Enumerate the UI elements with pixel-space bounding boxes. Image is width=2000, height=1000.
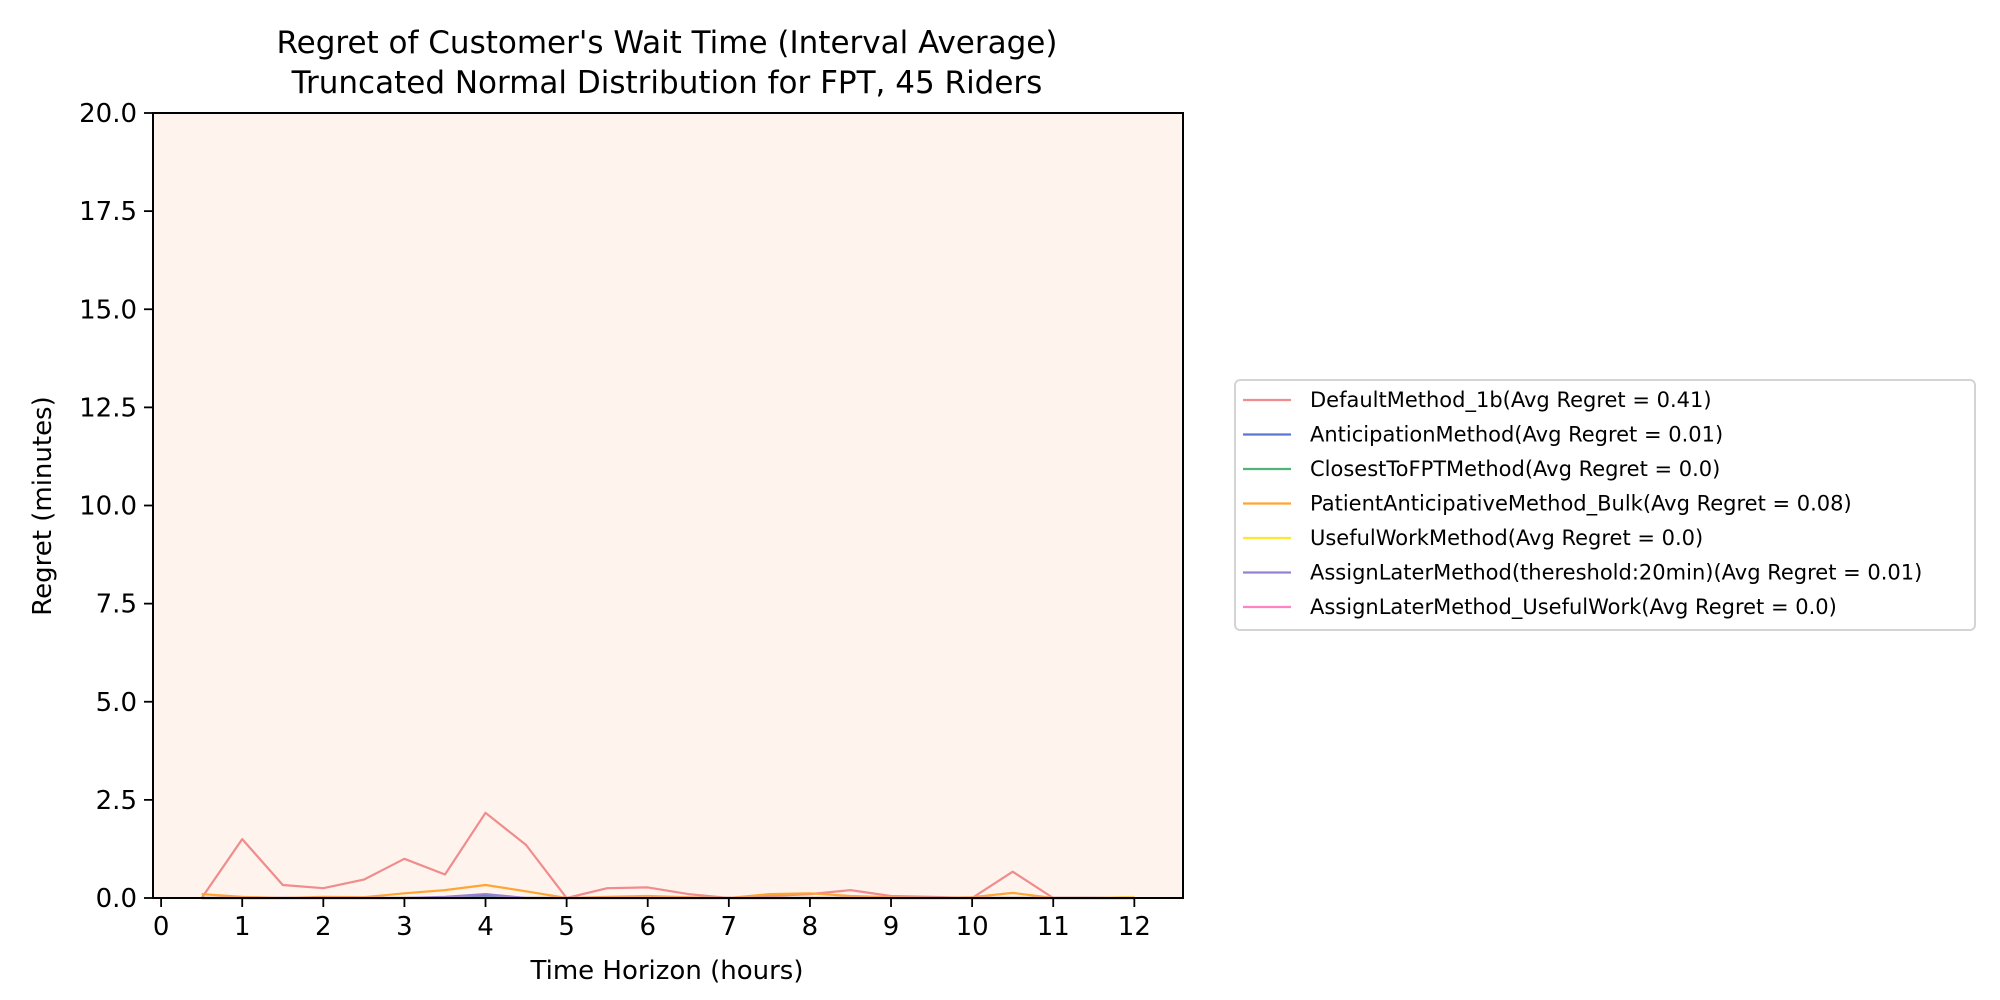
x-tick-label: 0: [153, 912, 170, 942]
y-tick-label: 2.5: [96, 786, 137, 816]
x-tick-label: 5: [558, 912, 575, 942]
legend-frame: [1234, 379, 1976, 631]
y-tick-label: 12.5: [79, 393, 137, 423]
y-tick-label: 5.0: [96, 688, 137, 718]
legend-label-3: PatientAnticipativeMethod_Bulk(Avg Regre…: [1310, 492, 1852, 517]
x-axis-label: Time Horizon (hours): [530, 956, 804, 986]
plot-area: [153, 113, 1183, 898]
x-tick-label: 9: [883, 912, 900, 942]
y-tick-label: 15.0: [79, 295, 137, 325]
x-axis-ticks: 0 1 2 3 4 5 6 7 8 9 10 11 12: [153, 898, 1151, 942]
y-axis-label: Regret (minutes): [28, 396, 58, 616]
x-tick-label: 11: [1037, 912, 1070, 942]
legend-label-5: AssignLaterMethod(thereshold:20min)(Avg …: [1310, 561, 1922, 585]
y-tick-label: 10.0: [79, 492, 137, 522]
y-tick-label: 20.0: [79, 99, 137, 129]
legend-label-1: AnticipationMethod(Avg Regret = 0.01): [1310, 423, 1723, 447]
y-tick-label: 7.5: [96, 590, 137, 620]
y-tick-label: 0.0: [96, 884, 137, 914]
legend-label-4: UsefulWorkMethod(Avg Regret = 0.0): [1310, 526, 1703, 550]
legend-label-6: AssignLaterMethod_UsefulWork(Avg Regret …: [1310, 595, 1837, 620]
legend: DefaultMethod_1b(Avg Regret = 0.41) Antic…: [1234, 379, 1976, 631]
series-line-0: [200, 811, 1135, 900]
chart-title: Regret of Customer's Wait Time (Interval…: [277, 25, 1058, 61]
y-tick-label: 17.5: [79, 197, 137, 227]
x-tick-label: 12: [1118, 912, 1151, 942]
x-tick-label: 1: [234, 912, 251, 942]
legend-label-0: DefaultMethod_1b(Avg Regret = 0.41): [1310, 388, 1712, 413]
x-tick-label: 7: [721, 912, 738, 942]
y-axis-ticks: 0.0 2.5 5.0 7.5 10.0 12.5 15.0 17.5 20.0: [79, 99, 153, 914]
x-tick-label: 3: [396, 912, 413, 942]
x-tick-label: 6: [639, 912, 656, 942]
x-tick-label: 2: [315, 912, 332, 942]
x-tick-label: 4: [477, 912, 494, 942]
x-tick-label: 10: [956, 912, 989, 942]
x-tick-label: 8: [802, 912, 819, 942]
chart-subtitle: Truncated Normal Distribution for FPT, 4…: [291, 65, 1043, 101]
legend-label-2: ClosestToFPTMethod(Avg Regret = 0.0): [1310, 457, 1720, 481]
